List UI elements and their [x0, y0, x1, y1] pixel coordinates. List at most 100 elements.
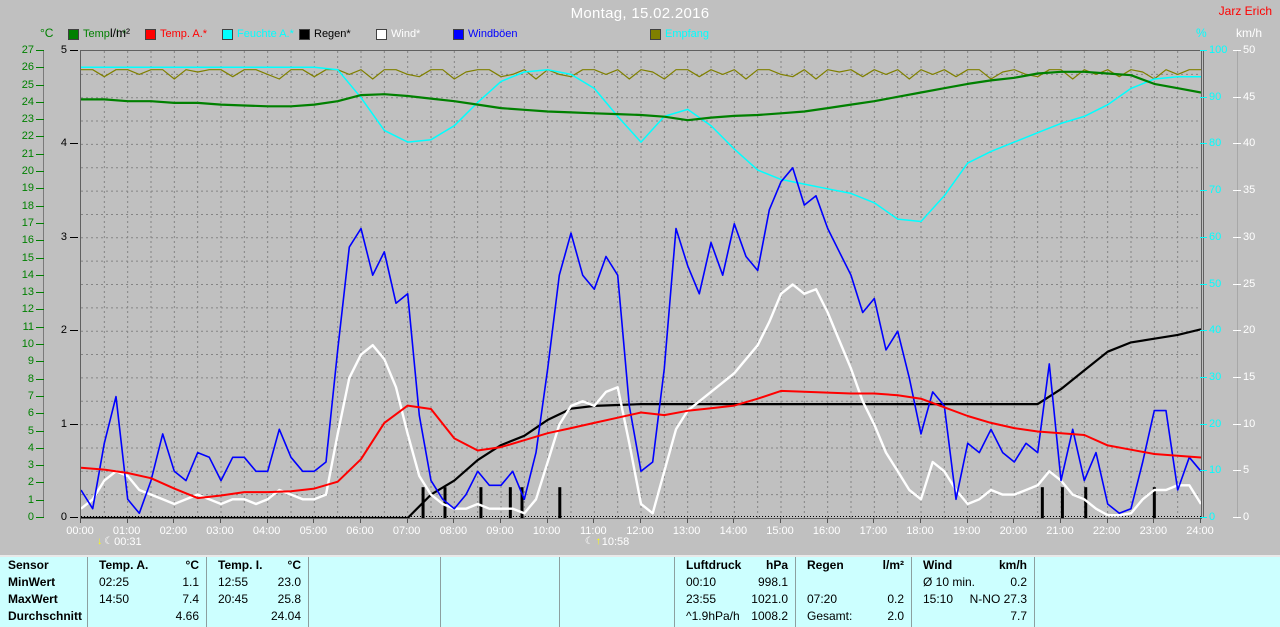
table-cell-time: 02:25	[99, 575, 130, 589]
table-cell-value: 1021.0	[751, 592, 788, 606]
tick-mark	[36, 84, 44, 86]
table-column-title: Temp. I.	[218, 558, 263, 572]
tick-label: 25	[21, 78, 34, 91]
legend-item-empfang: Empfang	[650, 28, 709, 40]
tick-label: 5	[60, 44, 67, 56]
table-cell-time	[441, 591, 452, 608]
x-tick-mark	[453, 518, 455, 523]
table-cell: Gesamt: 2.0	[796, 608, 911, 625]
unit-label-humidity: %	[1196, 26, 1207, 40]
table-cell-time: 23:55	[686, 592, 717, 606]
series-windben	[81, 167, 1201, 515]
moon-icon: ☾	[104, 536, 114, 547]
x-tick-label: 17:00	[859, 525, 888, 537]
tick-mark	[1233, 50, 1241, 51]
legend-swatch-icon	[222, 28, 233, 40]
legend-label: Temp. I.*	[83, 28, 127, 40]
tick-mark	[36, 361, 44, 363]
table-rowlabel-column: Sensor MinWert MaxWert Durchschnitt	[0, 557, 88, 627]
table-column-empty	[1035, 557, 1280, 627]
table-cell-time: ^1.9hPa/h	[686, 609, 740, 623]
table-column-empty	[309, 557, 441, 627]
x-tick-label: 03:00	[206, 525, 234, 537]
table-column-tempi: Temp. I. °C 12:55 23.0 20:45 25.8 24.04	[207, 557, 309, 627]
x-tick-mark	[126, 518, 128, 523]
tick-mark	[36, 222, 44, 224]
table-column-tempa: Temp. A. °C 02:25 1.1 14:50 7.4 4.66	[88, 557, 207, 627]
legend-item-wind: Wind*	[376, 28, 453, 40]
x-tick-label: 18:00	[906, 525, 934, 537]
legend-label: Feuchte A.*	[237, 28, 294, 40]
x-tick-mark	[80, 518, 81, 523]
table-cell	[1035, 591, 1280, 608]
x-tick-label: 20:00	[999, 525, 1028, 537]
x-tick-mark	[686, 518, 688, 523]
x-tick-mark	[780, 518, 781, 523]
tick-label: 40	[1243, 137, 1256, 150]
tick-label: 6	[27, 407, 34, 420]
table-cell-time	[441, 608, 452, 625]
table-cell-value: 7.7	[1010, 609, 1027, 623]
tick-label: 0	[27, 511, 34, 523]
x-tick-mark	[313, 518, 315, 523]
x-tick-label: 14:00	[719, 525, 748, 537]
legend-swatch-icon	[453, 28, 464, 40]
legend-item-regen: Regen*	[299, 28, 376, 40]
table-cell-value	[552, 608, 559, 625]
tick-mark	[36, 274, 44, 276]
tick-mark	[1233, 143, 1241, 145]
x-tick-label: 08:00	[439, 525, 468, 537]
table-cell-time	[560, 574, 571, 591]
series-empfang	[81, 69, 1201, 80]
tick-label: 70	[1209, 184, 1222, 197]
table-cell-time	[796, 574, 807, 591]
tick-label: 12	[21, 303, 34, 316]
tick-label: 35	[1243, 184, 1256, 197]
table-cell: ^1.9hPa/h 1008.2	[675, 608, 795, 625]
x-tick-mark	[873, 518, 875, 523]
table-cell	[441, 574, 559, 591]
tick-mark	[1200, 470, 1207, 472]
x-tick-mark	[966, 518, 968, 523]
tick-mark	[1200, 376, 1207, 378]
table-column-title	[560, 557, 571, 574]
x-tick-mark	[266, 518, 268, 523]
table-cell-value	[433, 591, 440, 608]
tick-mark	[36, 517, 44, 518]
tick-label: 30	[1209, 370, 1222, 383]
tick-label: 60	[1209, 230, 1222, 243]
tick-label: 14	[21, 268, 34, 281]
legend-item-tempi: Temp. I.*	[68, 28, 145, 40]
x-tick-label: 22:00	[1092, 525, 1121, 537]
tick-label: 15	[1243, 370, 1256, 383]
table-cell: 7.7	[912, 608, 1034, 625]
table-cell-time	[207, 608, 218, 625]
moonrise-marker: ☾ ↑ 10:58	[584, 536, 630, 548]
moonrise-arrow-icon: ↑	[595, 536, 601, 547]
table-column-header	[1035, 557, 1280, 574]
tick-mark	[36, 292, 44, 294]
table-cell-value	[1273, 574, 1280, 591]
tick-label: 16	[21, 234, 34, 247]
table-cell-time	[560, 591, 571, 608]
tick-mark	[1200, 190, 1207, 192]
tick-mark	[1233, 376, 1241, 378]
table-column-unit: l/m²	[882, 558, 904, 572]
table-column-title: Temp. A.	[99, 558, 149, 572]
stats-table: Sensor MinWert MaxWert Durchschnitt Temp. A.…	[0, 555, 1280, 627]
table-cell-time	[1035, 574, 1046, 591]
tick-label: 26	[21, 61, 34, 74]
x-tick-mark	[173, 518, 175, 523]
table-cell-value	[552, 574, 559, 591]
table-cell-time: 15:10	[923, 592, 954, 606]
table-cell-value: 7.4	[182, 592, 199, 606]
table-cell-value: 24.04	[270, 609, 301, 623]
table-column-unit: °C	[185, 558, 199, 572]
x-tick-label: 12:00	[626, 525, 654, 537]
tick-mark	[36, 326, 44, 328]
table-cell	[441, 608, 559, 625]
tick-label: 50	[1209, 277, 1222, 290]
tick-label: 19	[21, 182, 34, 195]
tick-mark	[1200, 143, 1207, 145]
tick-label: 9	[27, 355, 34, 368]
